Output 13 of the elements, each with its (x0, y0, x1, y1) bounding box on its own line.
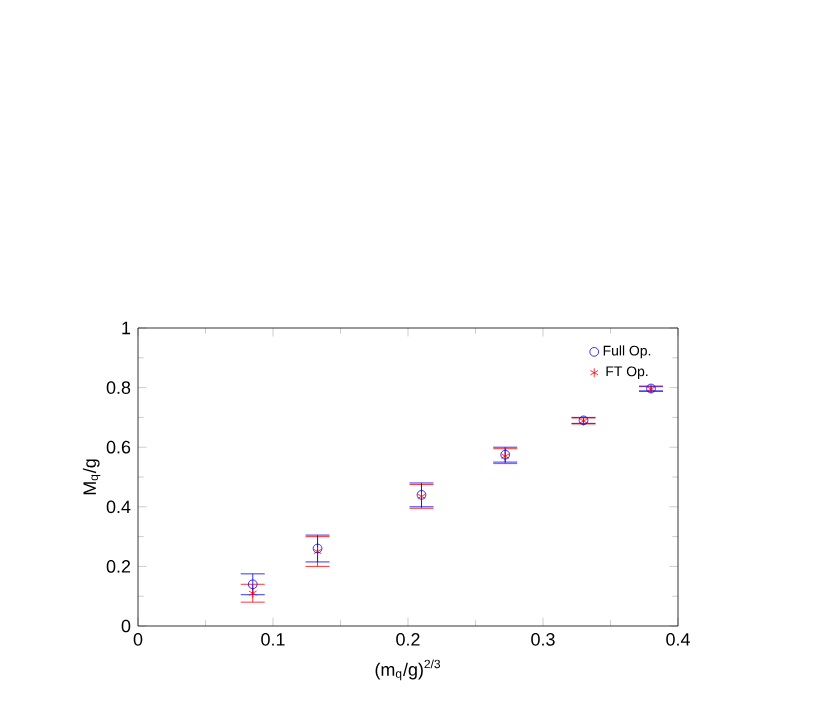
x-tick-label: 0 (133, 633, 143, 646)
y-tick-label: 0 (121, 619, 131, 633)
x-tick-label: 0.2 (396, 633, 420, 646)
x-tick-label: 0.3 (531, 633, 555, 646)
y-tick-label: 0.2 (106, 560, 131, 573)
y-tick-label: 0.4 (106, 500, 131, 514)
x-axis-title: (m$_{q}$/g)$^{2/3}$ (375, 659, 441, 681)
x-tick-label: 0.1 (261, 633, 285, 646)
y-axis-title: M$_{q}$/g (82, 459, 101, 495)
y-tick-label: 0.6 (106, 440, 131, 454)
y-tick-label: 1 (122, 321, 131, 335)
y-tick-label: 0.8 (106, 381, 131, 394)
x-tick-label: 0.4 (666, 633, 690, 646)
